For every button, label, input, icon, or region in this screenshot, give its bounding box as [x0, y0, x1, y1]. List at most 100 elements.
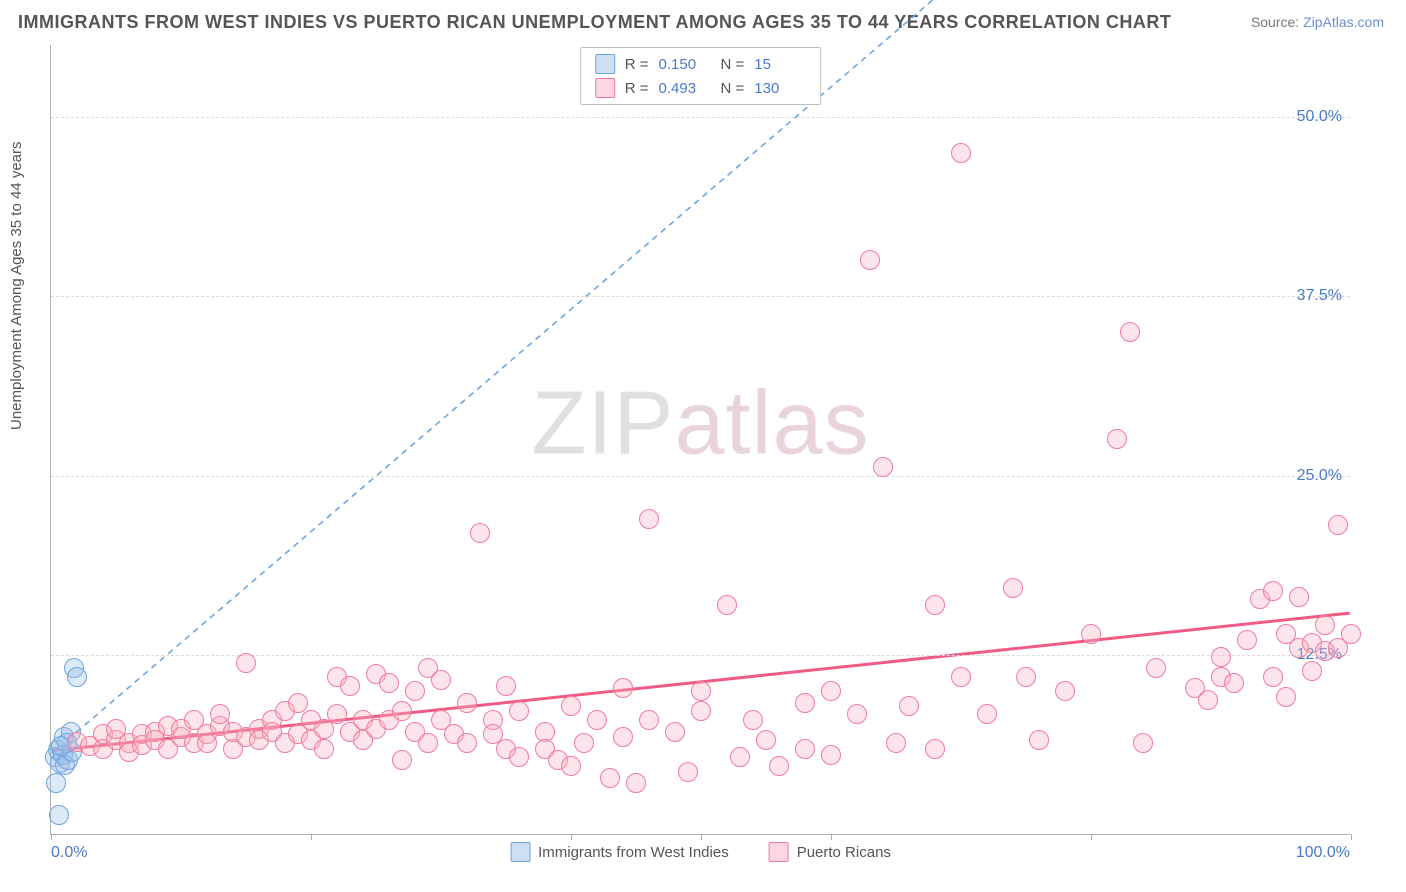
data-point — [1237, 630, 1257, 650]
source-prefix: Source: — [1251, 14, 1303, 30]
data-point — [1029, 730, 1049, 750]
data-point — [795, 739, 815, 759]
data-point — [1341, 624, 1361, 644]
swatch-series-2 — [595, 78, 615, 98]
x-tick — [1091, 834, 1092, 840]
data-point — [496, 676, 516, 696]
data-point — [197, 733, 217, 753]
data-point — [613, 727, 633, 747]
data-point — [509, 747, 529, 767]
legend-swatch-1 — [510, 842, 530, 862]
scatter-plot-area: ZIPatlas R = 0.150 N = 15 R = 0.493 N = … — [50, 45, 1350, 835]
legend-label-2: Puerto Ricans — [797, 844, 891, 861]
data-point — [1263, 581, 1283, 601]
data-point — [860, 250, 880, 270]
swatch-series-1 — [595, 54, 615, 74]
y-tick-label: 50.0% — [1297, 108, 1342, 126]
n-value-1: 15 — [754, 56, 806, 73]
n-label: N = — [721, 56, 745, 73]
data-point — [46, 773, 66, 793]
data-point — [795, 693, 815, 713]
data-point — [1315, 615, 1335, 635]
data-point — [899, 696, 919, 716]
x-axis-label-max: 100.0% — [1296, 844, 1350, 862]
y-axis-label: Unemployment Among Ages 35 to 44 years — [8, 141, 25, 430]
data-point — [1081, 624, 1101, 644]
data-point — [1302, 661, 1322, 681]
data-point — [1107, 429, 1127, 449]
data-point — [743, 710, 763, 730]
data-point — [1224, 673, 1244, 693]
data-point — [1211, 647, 1231, 667]
gridline — [51, 476, 1350, 477]
data-point — [1146, 658, 1166, 678]
data-point — [769, 756, 789, 776]
x-tick — [311, 834, 312, 840]
data-point — [392, 750, 412, 770]
data-point — [1120, 322, 1140, 342]
data-point — [600, 768, 620, 788]
data-point — [457, 693, 477, 713]
data-point — [626, 773, 646, 793]
source-link[interactable]: ZipAtlas.com — [1303, 14, 1384, 30]
data-point — [756, 730, 776, 750]
data-point — [639, 710, 659, 730]
data-point — [210, 704, 230, 724]
gridline — [51, 117, 1350, 118]
legend-swatch-2 — [769, 842, 789, 862]
data-point — [561, 756, 581, 776]
data-point — [1328, 515, 1348, 535]
chart-title: IMMIGRANTS FROM WEST INDIES VS PUERTO RI… — [18, 12, 1171, 33]
data-point — [405, 681, 425, 701]
r-label: R = — [625, 56, 649, 73]
data-point — [821, 681, 841, 701]
data-point — [561, 696, 581, 716]
legend-item-2: Puerto Ricans — [769, 842, 891, 862]
r-value-1: 0.150 — [659, 56, 711, 73]
data-point — [951, 667, 971, 687]
data-point — [1198, 690, 1218, 710]
x-tick — [1351, 834, 1352, 840]
x-tick — [51, 834, 52, 840]
data-point — [288, 693, 308, 713]
data-point — [691, 701, 711, 721]
data-point — [678, 762, 698, 782]
data-point — [587, 710, 607, 730]
data-point — [327, 704, 347, 724]
data-point — [1133, 733, 1153, 753]
data-point — [431, 670, 451, 690]
data-point — [49, 805, 69, 825]
data-point — [821, 745, 841, 765]
data-point — [886, 733, 906, 753]
legend-label-1: Immigrants from West Indies — [538, 844, 729, 861]
data-point — [340, 676, 360, 696]
data-point — [67, 667, 87, 687]
gridline — [51, 296, 1350, 297]
data-point — [470, 523, 490, 543]
data-point — [977, 704, 997, 724]
data-point — [1016, 667, 1036, 687]
data-point — [847, 704, 867, 724]
x-tick — [701, 834, 702, 840]
data-point — [873, 457, 893, 477]
correlation-stats-box: R = 0.150 N = 15 R = 0.493 N = 130 — [580, 47, 822, 105]
data-point — [639, 509, 659, 529]
x-tick — [831, 834, 832, 840]
data-point — [951, 143, 971, 163]
data-point — [1289, 587, 1309, 607]
source-credit: Source: ZipAtlas.com — [1251, 14, 1384, 30]
data-point — [574, 733, 594, 753]
data-point — [613, 678, 633, 698]
legend-item-1: Immigrants from West Indies — [510, 842, 729, 862]
data-point — [1055, 681, 1075, 701]
data-point — [730, 747, 750, 767]
r-value-2: 0.493 — [659, 80, 711, 97]
data-point — [665, 722, 685, 742]
data-point — [418, 733, 438, 753]
data-point — [925, 739, 945, 759]
data-point — [236, 653, 256, 673]
data-point — [1276, 687, 1296, 707]
data-point — [457, 733, 477, 753]
y-tick-label: 37.5% — [1297, 287, 1342, 305]
data-point — [717, 595, 737, 615]
